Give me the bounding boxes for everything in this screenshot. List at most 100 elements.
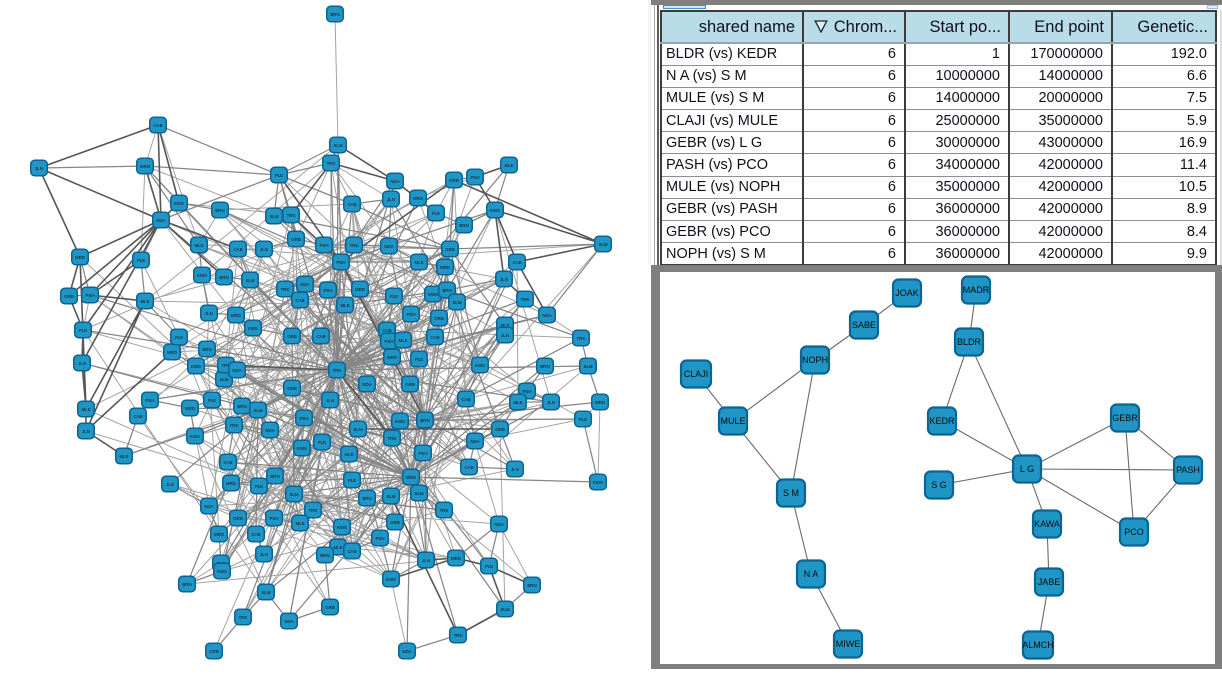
svg-text:TRK: TRK	[388, 436, 397, 441]
svg-text:TRK: TRK	[287, 213, 296, 218]
svg-text:NDA: NDA	[390, 179, 399, 184]
svg-text:NDA: NDA	[156, 218, 165, 223]
svg-text:JLN: JLN	[78, 361, 86, 366]
svg-text:BLDR: BLDR	[957, 337, 982, 347]
svg-text:SLM: SLM	[261, 590, 270, 595]
svg-text:BRN: BRN	[270, 474, 279, 479]
svg-text:MRD: MRD	[595, 400, 605, 405]
svg-text:JLN: JLN	[511, 467, 519, 472]
svg-text:PLE: PLE	[432, 211, 440, 216]
svg-text:GRB: GRB	[434, 316, 444, 321]
svg-text:PLE: PLE	[79, 328, 87, 333]
svg-text:PSH: PSH	[418, 451, 427, 456]
svg-text:KWS: KWS	[217, 569, 227, 574]
svg-text:KWS: KWS	[248, 326, 258, 331]
svg-text:GRB: GRB	[495, 427, 505, 432]
svg-text:KAWA: KAWA	[1034, 519, 1060, 529]
svg-text:CAB: CAB	[347, 202, 356, 207]
svg-text:NDA: NDA	[284, 619, 293, 624]
svg-text:CAB: CAB	[382, 328, 391, 333]
svg-text:BRN: BRN	[527, 583, 536, 588]
svg-text:BRN: BRN	[202, 347, 211, 352]
svg-text:CLAJI: CLAJI	[684, 369, 709, 379]
svg-text:TRK: TRK	[222, 363, 231, 368]
svg-text:KWS: KWS	[475, 363, 485, 368]
svg-text:S G: S G	[931, 480, 947, 490]
svg-text:MLE: MLE	[119, 454, 128, 459]
svg-text:GRB: GRB	[291, 237, 301, 242]
svg-text:PLE: PLE	[208, 398, 216, 403]
svg-text:CAB: CAB	[233, 247, 242, 252]
svg-text:NDA: NDA	[384, 244, 393, 249]
svg-text:KWS: KWS	[337, 525, 347, 530]
svg-text:MULE: MULE	[720, 416, 745, 426]
svg-text:MRD: MRD	[451, 556, 461, 561]
svg-text:PSH: PSH	[406, 312, 415, 317]
svg-text:SLM: SLM	[353, 427, 362, 432]
svg-text:CAB: CAB	[133, 414, 142, 419]
svg-text:JLN: JLN	[547, 400, 555, 405]
svg-text:NDA: NDA	[204, 504, 213, 509]
svg-text:BRN: BRN	[362, 496, 371, 501]
svg-text:KWS: KWS	[190, 434, 200, 439]
svg-text:N A: N A	[804, 569, 819, 579]
svg-text:TRK: TRK	[239, 615, 248, 620]
svg-text:TRK: TRK	[440, 508, 449, 513]
svg-text:MLE: MLE	[414, 260, 423, 265]
svg-text:JLN: JLN	[326, 398, 334, 403]
svg-text:MLE: MLE	[500, 323, 509, 328]
svg-text:KWS: KWS	[174, 201, 184, 206]
svg-text:MLE: MLE	[504, 163, 513, 168]
svg-text:MRD: MRD	[355, 287, 365, 292]
svg-text:PSH: PSH	[299, 416, 308, 421]
svg-text:NDA: NDA	[265, 428, 274, 433]
svg-text:KWS: KWS	[593, 480, 603, 485]
svg-text:SLM: SLM	[219, 377, 228, 382]
svg-text:MLE: MLE	[295, 521, 304, 526]
svg-text:TRK: TRK	[350, 243, 359, 248]
svg-text:PLE: PLE	[175, 335, 183, 340]
svg-text:PSH: PSH	[336, 260, 345, 265]
svg-text:TRK: TRK	[327, 161, 336, 166]
svg-text:PLE: PLE	[255, 484, 263, 489]
svg-text:NDA: NDA	[542, 313, 551, 318]
svg-text:JOAK: JOAK	[895, 288, 919, 298]
svg-text:GRB: GRB	[287, 334, 297, 339]
svg-text:TRK: TRK	[333, 368, 342, 373]
svg-text:NDA: NDA	[232, 368, 241, 373]
svg-text:PCO: PCO	[1124, 527, 1144, 537]
svg-text:MLE: MLE	[333, 545, 342, 550]
svg-text:MRD: MRD	[231, 313, 241, 318]
svg-text:JLN: JLN	[500, 277, 508, 282]
svg-text:KWS: KWS	[395, 419, 405, 424]
svg-text:NDA: NDA	[402, 649, 411, 654]
svg-text:PSH: PSH	[269, 516, 278, 521]
svg-text:SABE: SABE	[852, 320, 876, 330]
svg-text:S M: S M	[783, 488, 799, 498]
svg-text:MLE: MLE	[398, 338, 407, 343]
svg-text:NOPH: NOPH	[802, 355, 828, 365]
svg-text:PLE: PLE	[390, 294, 398, 299]
svg-text:MLE: MLE	[81, 407, 90, 412]
svg-text:L G: L G	[1020, 464, 1034, 474]
svg-text:SLM: SLM	[269, 214, 278, 219]
svg-text:TRK: TRK	[454, 633, 463, 638]
svg-text:MRD: MRD	[440, 265, 450, 270]
svg-text:CAB: CAB	[430, 335, 439, 340]
svg-text:PLE: PLE	[415, 357, 423, 362]
svg-text:SLM: SLM	[386, 494, 395, 499]
svg-text:KWS: KWS	[428, 292, 438, 297]
svg-text:PSH: PSH	[375, 536, 384, 541]
svg-text:BRN: BRN	[459, 223, 468, 228]
svg-text:GRB: GRB	[209, 649, 219, 654]
svg-text:SLM: SLM	[333, 143, 342, 148]
svg-text:NDA: NDA	[494, 522, 503, 527]
svg-text:PLE: PLE	[348, 478, 356, 483]
svg-text:GRB: GRB	[390, 520, 400, 525]
svg-text:MLE: MLE	[344, 452, 353, 457]
svg-text:ALMCH: ALMCH	[1022, 640, 1054, 650]
svg-text:GRB: GRB	[405, 382, 415, 387]
svg-text:PSH: PSH	[85, 293, 94, 298]
svg-text:JLN: JLN	[82, 429, 90, 434]
svg-text:TRK: TRK	[230, 423, 239, 428]
